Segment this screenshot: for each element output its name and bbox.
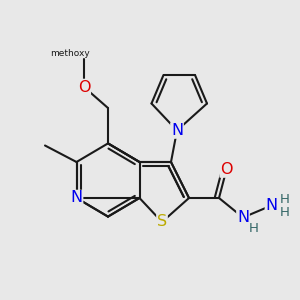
Text: O: O	[78, 80, 90, 94]
Text: methoxy: methoxy	[51, 50, 90, 58]
Text: S: S	[157, 214, 167, 230]
Text: N: N	[171, 123, 183, 138]
Text: H: H	[280, 206, 290, 220]
Text: N: N	[70, 190, 83, 206]
Text: O: O	[220, 162, 233, 177]
Text: N: N	[237, 210, 249, 225]
Text: H: H	[249, 221, 258, 235]
Text: H: H	[280, 193, 290, 206]
Text: N: N	[266, 198, 278, 213]
